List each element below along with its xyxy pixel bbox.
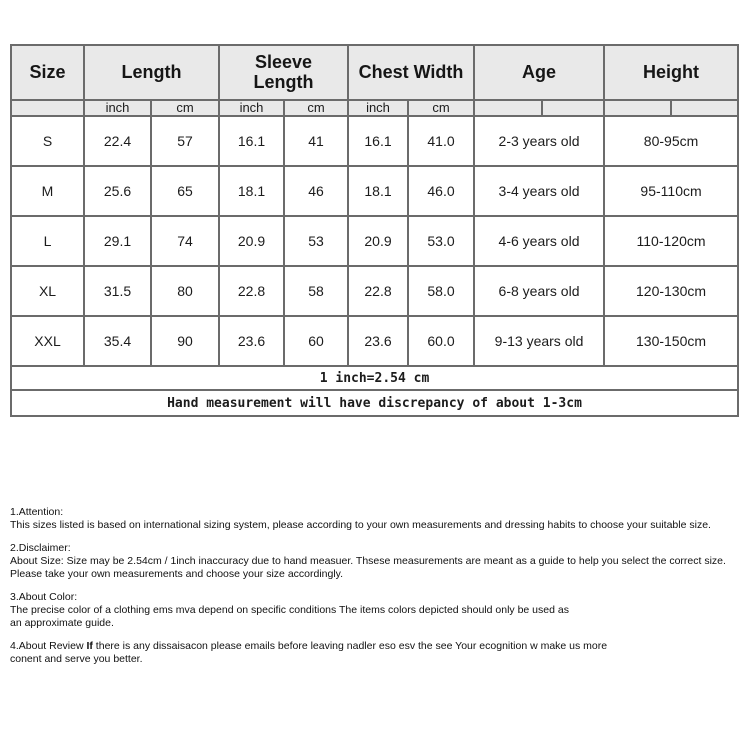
- about-review-text-line1: 4.About Review If there is any dissaisac…: [10, 640, 748, 653]
- column-header-age: Age: [473, 44, 606, 101]
- length-inch-cell: 25.6: [83, 165, 152, 217]
- column-header-chest-width: Chest Width: [346, 44, 476, 101]
- age-cell: 6-8 years old: [473, 265, 606, 317]
- table-row-xxl: XXL 35.4 90 23.6 60 23.6 60.0 9-13 years…: [10, 315, 740, 367]
- sleeve-inch-cell: 22.8: [218, 265, 285, 317]
- chest-inch-cell: 16.1: [347, 115, 409, 167]
- sleeve-cm-cell: 41: [283, 115, 349, 167]
- chest-inch-cell: 23.6: [347, 315, 409, 367]
- about-review-rest: there is any dissaisacon please emails b…: [92, 640, 608, 652]
- length-inch-cell: 29.1: [83, 215, 152, 267]
- size-cell: XXL: [10, 315, 85, 367]
- attention-section: 1.Attention: This sizes listed is based …: [10, 506, 748, 532]
- sleeve-cm-unit: cm: [283, 99, 349, 117]
- disclaimer-section: 2.Disclaimer: About Size: Size may be 2.…: [10, 542, 748, 581]
- chest-cm-cell: 58.0: [406, 265, 476, 317]
- sleeve-inch-cell: 20.9: [218, 215, 285, 267]
- length-cm-cell: 74: [150, 215, 220, 267]
- chest-cm-cell: 60.0: [406, 315, 476, 367]
- size-chart-table: Size Length Sleeve Length Chest Width Ag…: [9, 44, 740, 417]
- about-color-section: 3.About Color: The precise color of a cl…: [10, 591, 748, 630]
- sleeve-length-label: Sleeve Length: [253, 51, 314, 93]
- length-inch-cell: 31.5: [83, 265, 152, 317]
- disclaimer-title: 2.Disclaimer:: [10, 542, 71, 554]
- about-review-section: 4.About Review If there is any dissaisac…: [10, 640, 748, 666]
- table-row-xl: XL 31.5 80 22.8 58 22.8 58.0 6-8 years o…: [10, 265, 740, 317]
- subheader-empty-cell: [670, 99, 740, 117]
- length-cm-cell: 65: [150, 165, 220, 217]
- subheader-empty-cell: [473, 99, 544, 117]
- about-review-bold-word: If: [86, 640, 93, 652]
- height-cell: 95-110cm: [603, 165, 740, 217]
- measurement-note-row: Hand measurement will have discrepancy o…: [9, 389, 740, 417]
- conversion-note-row: 1 inch=2.54 cm: [9, 365, 740, 391]
- length-inch-cell: 22.4: [83, 115, 152, 167]
- footnotes: 1.Attention: This sizes listed is based …: [10, 506, 748, 676]
- chest-cm-cell: 53.0: [406, 215, 476, 267]
- length-cm-unit: cm: [150, 99, 220, 117]
- sleeve-inch-unit: inch: [218, 99, 285, 117]
- about-color-text-line2: an approximate guide.: [10, 617, 114, 629]
- table-row-l: L 29.1 74 20.9 53 20.9 53.0 4-6 years ol…: [10, 215, 740, 267]
- sleeve-cm-cell: 53: [283, 215, 349, 267]
- age-cell: 2-3 years old: [473, 115, 606, 167]
- column-header-length: Length: [83, 44, 220, 101]
- sleeve-inch-cell: 18.1: [218, 165, 285, 217]
- length-inch-cell: 35.4: [83, 315, 152, 367]
- sleeve-inch-cell: 16.1: [218, 115, 285, 167]
- disclaimer-text-line2: Please take your own measurements and ch…: [10, 568, 344, 580]
- length-inch-unit: inch: [83, 99, 152, 117]
- age-cell: 9-13 years old: [473, 315, 606, 367]
- attention-text: This sizes listed is based on internatio…: [10, 519, 711, 531]
- subheader-empty-cell: [603, 99, 673, 117]
- chest-inch-unit: inch: [347, 99, 409, 117]
- length-cm-cell: 80: [150, 265, 220, 317]
- chest-cm-cell: 41.0: [406, 115, 476, 167]
- attention-title: 1.Attention:: [10, 506, 64, 518]
- size-cell: S: [10, 115, 85, 167]
- height-cell: 120-130cm: [603, 265, 740, 317]
- subheader-empty-cell: [541, 99, 606, 117]
- height-cell: 80-95cm: [603, 115, 740, 167]
- chest-inch-cell: 18.1: [347, 165, 409, 217]
- size-cell: XL: [10, 265, 85, 317]
- subheader-empty-cell: [10, 99, 85, 117]
- sleeve-cm-cell: 60: [283, 315, 349, 367]
- column-header-sleeve-length: Sleeve Length: [218, 44, 349, 101]
- about-color-text-line1: The precise color of a clothing ems mva …: [10, 604, 569, 616]
- height-cell: 110-120cm: [603, 215, 740, 267]
- length-cm-cell: 90: [150, 315, 220, 367]
- chest-inch-cell: 22.8: [347, 265, 409, 317]
- chest-cm-unit: cm: [406, 99, 476, 117]
- table-row-s: S 22.4 57 16.1 41 16.1 41.0 2-3 years ol…: [10, 115, 740, 167]
- about-review-prefix: 4.About Review: [10, 640, 87, 652]
- table-row-m: M 25.6 65 18.1 46 18.1 46.0 3-4 years ol…: [10, 165, 740, 217]
- conversion-note: 1 inch=2.54 cm: [9, 365, 740, 391]
- chest-inch-cell: 20.9: [347, 215, 409, 267]
- size-cell: L: [10, 215, 85, 267]
- about-review-text-line2: conent and serve you better.: [10, 653, 143, 665]
- sleeve-cm-cell: 46: [283, 165, 349, 217]
- sleeve-inch-cell: 23.6: [218, 315, 285, 367]
- age-cell: 3-4 years old: [473, 165, 606, 217]
- height-cell: 130-150cm: [603, 315, 740, 367]
- sleeve-cm-cell: 58: [283, 265, 349, 317]
- size-cell: M: [10, 165, 85, 217]
- unit-header-row: inch cm inch cm inch cm: [10, 99, 740, 117]
- about-color-title: 3.About Color:: [10, 591, 78, 603]
- length-cm-cell: 57: [150, 115, 220, 167]
- age-cell: 4-6 years old: [473, 215, 606, 267]
- column-header-height: Height: [603, 44, 740, 101]
- column-header-size: Size: [10, 44, 85, 101]
- disclaimer-text-line1: About Size: Size may be 2.54cm / 1inch i…: [10, 555, 726, 567]
- chest-cm-cell: 46.0: [406, 165, 476, 217]
- header-row: Size Length Sleeve Length Chest Width Ag…: [10, 44, 740, 101]
- measurement-note: Hand measurement will have discrepancy o…: [9, 389, 740, 417]
